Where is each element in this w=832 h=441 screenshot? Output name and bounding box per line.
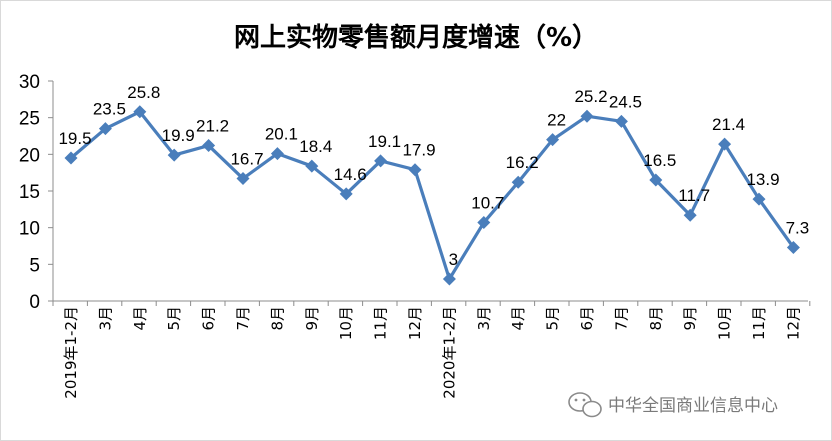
data-label: 16.5 — [643, 151, 676, 170]
data-label: 16.2 — [506, 153, 539, 172]
y-tick-label: 10 — [19, 219, 40, 240]
watermark: 中华全国商业信息中心 — [568, 392, 778, 418]
data-point-marker — [683, 208, 697, 222]
data-point-marker — [649, 173, 663, 187]
data-point-marker — [133, 105, 147, 119]
data-point-marker — [752, 192, 766, 206]
data-point-marker — [614, 114, 628, 128]
y-tick-label: 30 — [19, 72, 40, 93]
data-point-marker — [339, 187, 353, 201]
x-tick-label: 7月 — [612, 306, 630, 331]
x-tick-label: 10月 — [337, 306, 355, 340]
data-label: 19.1 — [368, 132, 401, 151]
x-tick-label: 8月 — [647, 306, 665, 331]
data-label: 13.9 — [746, 170, 779, 189]
data-label: 24.5 — [609, 92, 642, 111]
data-label: 23.5 — [93, 100, 126, 119]
x-tick-label: 2019年1-2月 — [62, 306, 80, 399]
series-line — [64, 105, 800, 286]
x-tick-label: 6月 — [200, 306, 218, 331]
x-tick-label: 4月 — [509, 306, 527, 331]
data-label: 19.5 — [58, 129, 91, 148]
x-tick-label: 11月 — [372, 306, 390, 340]
x-tick-label: 12月 — [406, 306, 424, 340]
x-tick-label: 3月 — [96, 306, 114, 331]
watermark-text: 中华全国商业信息中心 — [608, 396, 778, 416]
data-point-marker — [477, 216, 491, 230]
data-point-marker — [98, 122, 112, 136]
x-tick-label: 5月 — [165, 306, 183, 331]
chart-title: 网上实物零售额月度增速（%） — [234, 22, 598, 53]
wechat-icon — [568, 392, 602, 418]
data-label: 25.2 — [574, 87, 607, 106]
data-point-marker — [167, 148, 181, 162]
data-point-marker — [442, 272, 456, 286]
data-label: 14.6 — [334, 165, 367, 184]
data-point-marker — [580, 109, 594, 123]
data-point-marker — [408, 163, 422, 177]
x-tick-label: 6月 — [578, 306, 596, 331]
data-label: 21.2 — [196, 117, 229, 136]
data-labels: 19.523.525.8 19.921.216.720.118.414.619.1… — [58, 83, 809, 269]
y-tick-label: 0 — [29, 292, 40, 313]
data-point-marker — [718, 137, 732, 151]
y-tick-label: 20 — [19, 145, 40, 166]
data-label: 7.3 — [786, 218, 810, 237]
data-point-marker — [270, 147, 284, 161]
x-tick-label: 8月 — [268, 306, 286, 331]
axes: 0 5 10 15 20 25 30 2019年1-2月 3月 4月 5月 6月 7月 8月 9月 10月 11… — [19, 72, 811, 399]
data-point-marker — [64, 151, 78, 165]
data-point-marker — [236, 172, 250, 186]
data-point-marker — [786, 240, 800, 254]
x-tick-label: 3月 — [475, 306, 493, 331]
x-tick-label: 4月 — [131, 306, 149, 331]
x-tick-label: 9月 — [303, 306, 321, 331]
data-label: 17.9 — [402, 141, 435, 160]
series-polyline — [69, 110, 795, 281]
data-point-marker — [511, 175, 525, 189]
data-label: 22 — [547, 111, 566, 130]
x-tick-label: 12月 — [784, 306, 802, 340]
x-tick-label: 9月 — [681, 306, 699, 331]
data-label: 20.1 — [265, 125, 298, 144]
y-tick-label: 5 — [29, 255, 40, 276]
data-point-marker — [305, 159, 319, 173]
data-point-marker — [202, 139, 216, 153]
y-tick-label: 25 — [19, 109, 40, 130]
data-label: 19.9 — [162, 126, 195, 145]
x-tick-label: 11月 — [750, 306, 768, 340]
data-point-marker — [374, 154, 388, 168]
x-tick-label: 10月 — [716, 306, 734, 340]
data-label: 25.8 — [127, 83, 160, 102]
data-label: 18.4 — [299, 137, 332, 156]
data-label: 11.7 — [678, 186, 710, 205]
x-tick-label: 7月 — [234, 306, 252, 331]
data-label: 16.7 — [230, 150, 263, 169]
x-tick-label: 2020年1-2月 — [440, 306, 458, 399]
y-tick-label: 15 — [19, 182, 40, 203]
x-tick-label: 5月 — [544, 306, 562, 331]
data-label: 10.7 — [471, 194, 504, 213]
data-label: 21.4 — [712, 115, 745, 134]
data-label: 3 — [449, 250, 458, 269]
data-point-marker — [546, 133, 560, 147]
